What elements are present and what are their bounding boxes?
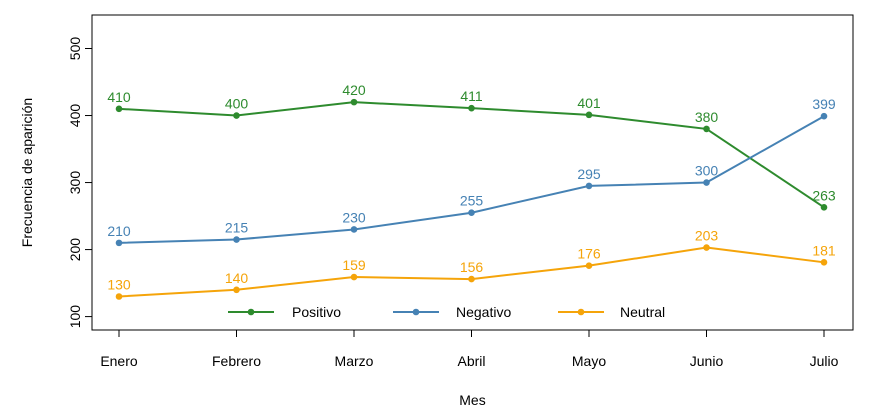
data-point (468, 104, 475, 112)
data-label: 176 (577, 246, 601, 262)
data-point (233, 112, 240, 119)
data-label: 420 (342, 82, 366, 98)
legend-label: Negativo (456, 304, 511, 320)
data-label: 401 (577, 95, 601, 111)
legend-label: Neutral (620, 304, 665, 320)
data-label: 411 (460, 88, 483, 104)
y-axis-title: Frecuencia de aparición (19, 98, 35, 247)
data-label: 300 (695, 163, 719, 179)
data-label: 159 (342, 257, 366, 273)
data-point (233, 286, 240, 294)
data-label: 410 (107, 89, 131, 105)
data-point (703, 244, 710, 251)
legend-item-neutral: Neutral (558, 304, 665, 320)
data-point (115, 105, 123, 113)
data-label: 130 (107, 276, 131, 292)
legend-item-negativo: Negativo (393, 304, 511, 320)
data-point (585, 182, 593, 190)
legend: Positivo Negativo Neutral (228, 304, 665, 320)
series-negativo: 210 215 230 255 295 300 399 (107, 96, 836, 247)
legend-item-positivo: Positivo (228, 304, 341, 320)
legend-swatch-point (247, 308, 255, 316)
y-tick-label: 300 (67, 171, 83, 195)
data-point (233, 236, 240, 243)
data-label: 400 (225, 96, 249, 112)
x-axis: Enero Febrero Marzo Abril Mayo Junio Julio (100, 329, 839, 369)
data-label: 210 (107, 223, 131, 239)
data-point (820, 204, 828, 211)
x-tick-label: Marzo (335, 353, 374, 369)
data-point (585, 111, 593, 119)
y-tick-label: 100 (67, 305, 83, 329)
x-tick-label: Mayo (572, 353, 606, 369)
data-point (468, 209, 475, 217)
data-label: 203 (695, 228, 719, 244)
data-label: 399 (812, 96, 836, 112)
data-label: 380 (695, 109, 719, 125)
legend-label: Positivo (292, 304, 341, 320)
series-neutral: 130 140 159 156 176 203 181 (107, 228, 836, 300)
legend-swatch-point (412, 308, 420, 316)
y-tick-label: 400 (67, 104, 83, 128)
y-axis: 100 200 300 400 500 (67, 37, 93, 329)
x-tick-label: Abril (457, 353, 485, 369)
plot-frame (91, 14, 854, 331)
data-point (115, 239, 123, 247)
x-tick-label: Enero (100, 353, 138, 369)
y-tick-label: 500 (67, 37, 83, 61)
data-point (350, 226, 358, 233)
data-label: 156 (460, 259, 484, 275)
data-point (468, 275, 475, 283)
data-label: 263 (812, 187, 836, 203)
data-label: 215 (225, 220, 249, 236)
data-label: 295 (577, 166, 601, 182)
y-tick-label: 200 (67, 238, 83, 262)
x-axis-title: Mes (459, 392, 485, 408)
data-point (820, 259, 828, 266)
data-label: 181 (812, 242, 836, 258)
data-label: 140 (225, 270, 249, 286)
data-point (820, 112, 828, 120)
data-point (350, 273, 358, 281)
series-positivo: 410 400 420 411 401 380 263 (107, 82, 836, 211)
series-layer: 410 400 420 411 401 380 263 210 215 230 255 295 300 3… (107, 82, 836, 300)
data-point (703, 125, 710, 133)
data-point (585, 262, 593, 269)
legend-swatch-point (577, 308, 585, 316)
x-tick-label: Junio (690, 353, 724, 369)
data-point (115, 293, 123, 300)
data-point (350, 98, 358, 106)
x-tick-label: Julio (810, 353, 839, 369)
x-tick-label: Febrero (212, 353, 261, 369)
series-line (118, 101, 825, 209)
data-label: 230 (342, 209, 366, 225)
data-label: 255 (460, 193, 484, 209)
data-point (703, 179, 710, 186)
